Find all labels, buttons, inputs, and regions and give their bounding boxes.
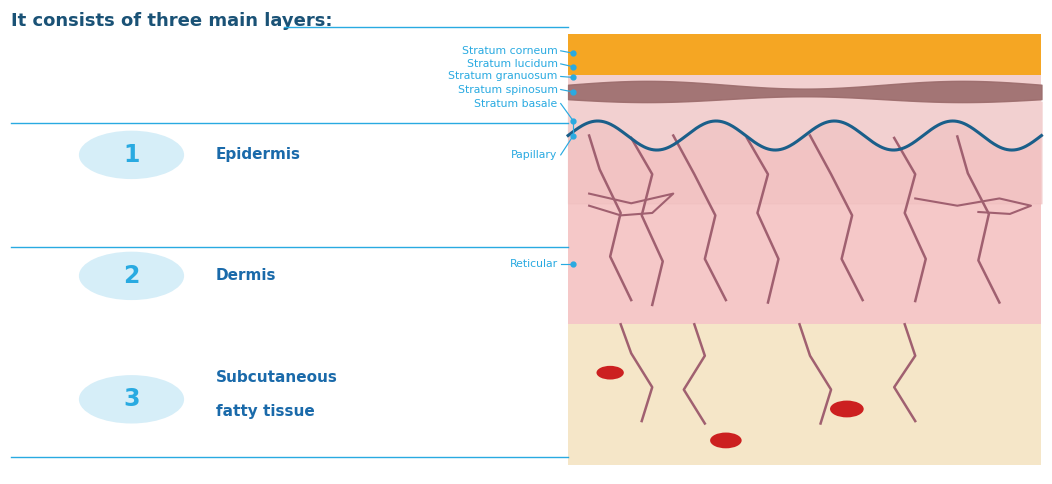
Text: Stratum corneum: Stratum corneum [462,46,558,56]
Bar [568,34,1041,75]
Text: Stratum basale: Stratum basale [474,99,558,108]
Text: Reticular: Reticular [509,259,558,269]
Text: Stratum lucidum: Stratum lucidum [466,59,558,69]
Circle shape [79,375,184,424]
Text: Dermis: Dermis [216,269,277,283]
Circle shape [79,252,184,300]
Text: It consists of three main layers:: It consists of three main layers: [11,12,332,30]
Text: 1: 1 [123,143,140,167]
Bar [568,324,1041,465]
Text: 2: 2 [123,264,140,288]
Text: Papillary: Papillary [511,150,558,160]
Text: Stratum spinosum: Stratum spinosum [458,85,558,94]
Circle shape [79,131,184,179]
Text: Subcutaneous: Subcutaneous [216,370,338,385]
Ellipse shape [710,433,742,448]
Ellipse shape [596,366,624,379]
Text: 3: 3 [123,387,140,411]
Text: Stratum granuosum: Stratum granuosum [448,72,558,81]
Ellipse shape [830,401,864,417]
Bar [568,150,1041,324]
Bar [568,34,1041,465]
Text: Epidermis: Epidermis [216,148,301,162]
Text: fatty tissue: fatty tissue [216,404,315,419]
